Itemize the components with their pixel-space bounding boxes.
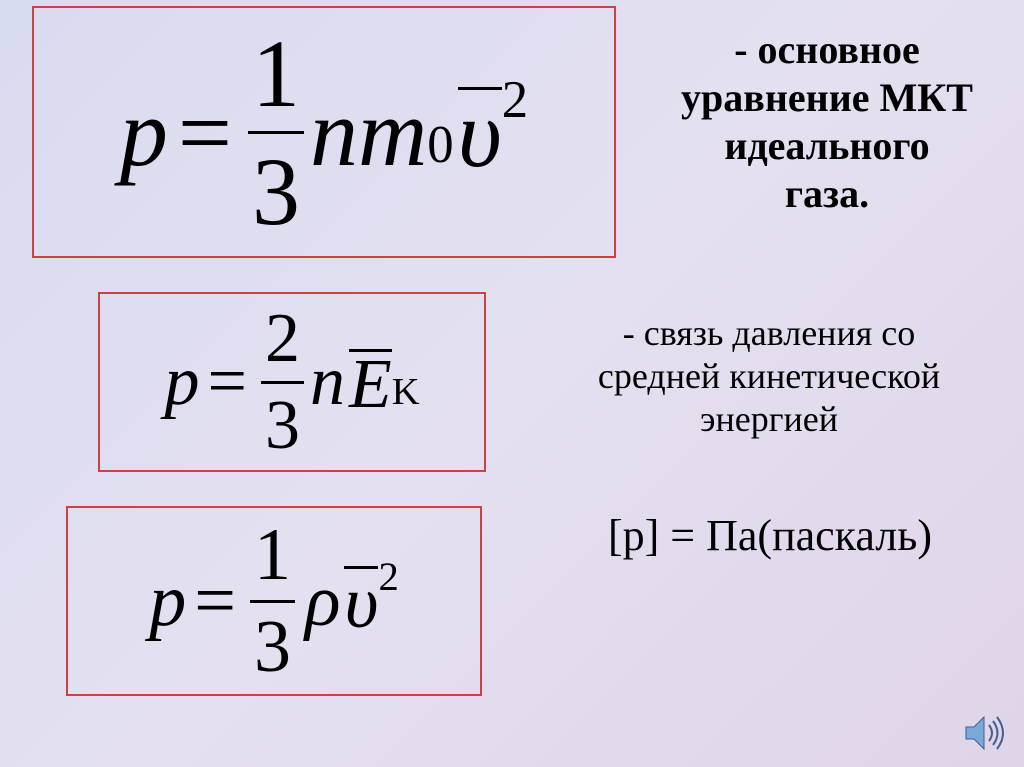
numerator: 1 xyxy=(250,513,295,600)
equation-2: p = 2 3 n E K xyxy=(164,299,419,466)
v-superscript: 2 xyxy=(502,70,528,130)
desc-line-2: средней кинетической xyxy=(534,355,1004,398)
title-text: - основное уравнение МКТ идеального газа… xyxy=(642,26,1012,218)
equation-3: p = 1 3 ρ υ 2 xyxy=(149,513,399,690)
m-subscript: 0 xyxy=(427,115,453,175)
v-overline: υ xyxy=(458,87,502,177)
var-p: p xyxy=(149,559,186,644)
title-line-4: газа. xyxy=(642,170,1012,218)
fraction: 2 3 xyxy=(261,299,304,466)
var-v: υ xyxy=(458,80,502,187)
numerator: 1 xyxy=(248,18,304,131)
numerator: 2 xyxy=(261,299,304,381)
var-p: p xyxy=(120,77,168,188)
var-rho: ρ xyxy=(305,559,341,644)
equals: = xyxy=(178,77,232,188)
var-n: n xyxy=(310,77,358,188)
E-overline: E xyxy=(349,349,392,416)
v-superscript: 2 xyxy=(378,553,398,600)
var-m: m xyxy=(358,77,427,188)
var-n: n xyxy=(310,342,345,422)
description-text: - связь давления со средней кинетической… xyxy=(534,312,1004,442)
fraction: 1 3 xyxy=(250,513,295,690)
E-subscript: K xyxy=(392,370,420,414)
v-overline: υ xyxy=(344,566,378,637)
equation-box-1: p = 1 3 n m 0 υ 2 xyxy=(32,6,616,258)
desc-line-3: энергией xyxy=(534,398,1004,441)
equation-1: p = 1 3 n m 0 υ 2 xyxy=(120,18,528,247)
denominator: 3 xyxy=(261,381,304,466)
desc-line-1: - связь давления со xyxy=(534,312,1004,355)
var-E: E xyxy=(349,346,392,423)
fraction: 1 3 xyxy=(248,18,304,247)
equals: = xyxy=(194,559,236,644)
title-line-2: уравнение МКТ xyxy=(642,74,1012,122)
equation-box-3: p = 1 3 ρ υ 2 xyxy=(66,506,482,696)
unit-line: [р] = Па(паскаль) xyxy=(540,510,1000,563)
denominator: 3 xyxy=(250,600,295,690)
sound-icon[interactable] xyxy=(964,713,1006,753)
denominator: 3 xyxy=(248,131,304,247)
unit-text: [р] = Па(паскаль) xyxy=(540,510,1000,563)
title-line-1: - основное xyxy=(642,26,1012,74)
equals: = xyxy=(207,342,246,422)
var-p: p xyxy=(164,342,199,422)
title-line-3: идеального xyxy=(642,122,1012,170)
var-v: υ xyxy=(344,562,378,644)
equation-box-2: p = 2 3 n E K xyxy=(98,292,486,472)
